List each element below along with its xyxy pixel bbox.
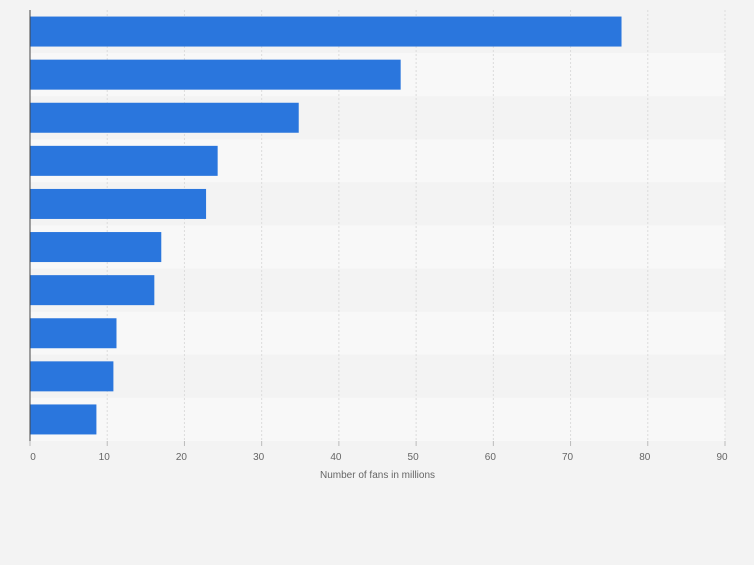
bar[interactable] [30,275,155,306]
bar[interactable] [30,232,162,263]
x-tick-label: 60 [485,452,497,463]
x-tick-label: 20 [176,452,188,463]
bar[interactable] [30,59,401,90]
bars [30,16,622,435]
x-tick-label: 10 [99,452,111,463]
x-tick-label: 50 [408,452,420,463]
row-band [30,354,725,398]
x-tick-label: 70 [562,452,574,463]
x-tick-label: 0 [30,452,36,463]
x-axis-ticks: 0 10 20 30 40 50 60 70 80 90 [29,441,728,463]
bar[interactable] [30,361,114,392]
bar[interactable] [30,145,218,176]
bar[interactable] [30,16,622,47]
bar[interactable] [30,102,299,133]
bar[interactable] [30,188,207,219]
row-band [30,311,725,355]
x-axis-title: Number of fans in millions [320,470,435,481]
row-band [30,397,725,441]
x-tick-label: 30 [253,452,265,463]
x-tick-label: 40 [330,452,342,463]
bar[interactable] [30,404,97,435]
x-tick-label: 90 [716,452,728,463]
bar[interactable] [30,318,117,349]
x-tick-label: 80 [639,452,651,463]
